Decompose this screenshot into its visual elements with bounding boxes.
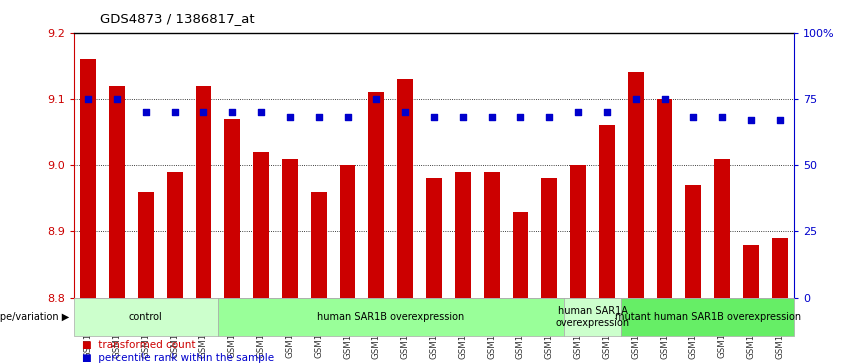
Point: [456, 115, 470, 121]
Point: [514, 115, 528, 121]
Text: ■  transformed count: ■ transformed count: [82, 340, 196, 350]
Point: [600, 109, 614, 115]
Bar: [282, 159, 298, 298]
Bar: [570, 165, 586, 298]
Bar: [426, 178, 442, 298]
Text: GDS4873 / 1386817_at: GDS4873 / 1386817_at: [100, 12, 254, 25]
Text: ■  percentile rank within the sample: ■ percentile rank within the sample: [82, 352, 274, 363]
Bar: [542, 178, 557, 298]
Point: [773, 117, 786, 123]
Bar: [483, 172, 500, 298]
Point: [715, 115, 729, 121]
Point: [744, 117, 758, 123]
Point: [398, 109, 412, 115]
Point: [571, 109, 585, 115]
Bar: [167, 172, 182, 298]
Point: [139, 109, 153, 115]
Bar: [628, 72, 644, 298]
Point: [312, 115, 326, 121]
Point: [427, 115, 441, 121]
Bar: [339, 165, 356, 298]
Bar: [74, 298, 218, 336]
Text: mutant human SAR1B overexpression: mutant human SAR1B overexpression: [615, 312, 801, 322]
Bar: [455, 172, 470, 298]
Bar: [743, 245, 759, 298]
Point: [628, 96, 642, 102]
Point: [283, 115, 297, 121]
Bar: [80, 59, 96, 298]
Point: [196, 109, 210, 115]
Bar: [253, 152, 269, 298]
Point: [254, 109, 268, 115]
Bar: [563, 298, 621, 336]
Bar: [599, 125, 615, 298]
Text: human SAR1B overexpression: human SAR1B overexpression: [317, 312, 464, 322]
Point: [168, 109, 181, 115]
Bar: [512, 212, 529, 298]
Text: genotype/variation ▶: genotype/variation ▶: [0, 312, 69, 322]
Bar: [656, 99, 673, 298]
Bar: [714, 159, 730, 298]
Point: [484, 115, 498, 121]
Text: control: control: [129, 312, 162, 322]
Bar: [621, 298, 794, 336]
Bar: [772, 238, 788, 298]
Point: [340, 115, 354, 121]
Text: human SAR1A
overexpression: human SAR1A overexpression: [556, 306, 629, 327]
Bar: [195, 86, 212, 298]
Bar: [311, 192, 326, 298]
Bar: [109, 86, 125, 298]
Bar: [686, 185, 701, 298]
Bar: [368, 92, 385, 298]
Bar: [398, 79, 413, 298]
Point: [658, 96, 672, 102]
Point: [687, 115, 700, 121]
Point: [370, 96, 384, 102]
Bar: [224, 119, 240, 298]
Bar: [138, 192, 154, 298]
Point: [82, 96, 95, 102]
Point: [226, 109, 240, 115]
Point: [110, 96, 124, 102]
Point: [542, 115, 556, 121]
Bar: [218, 298, 563, 336]
